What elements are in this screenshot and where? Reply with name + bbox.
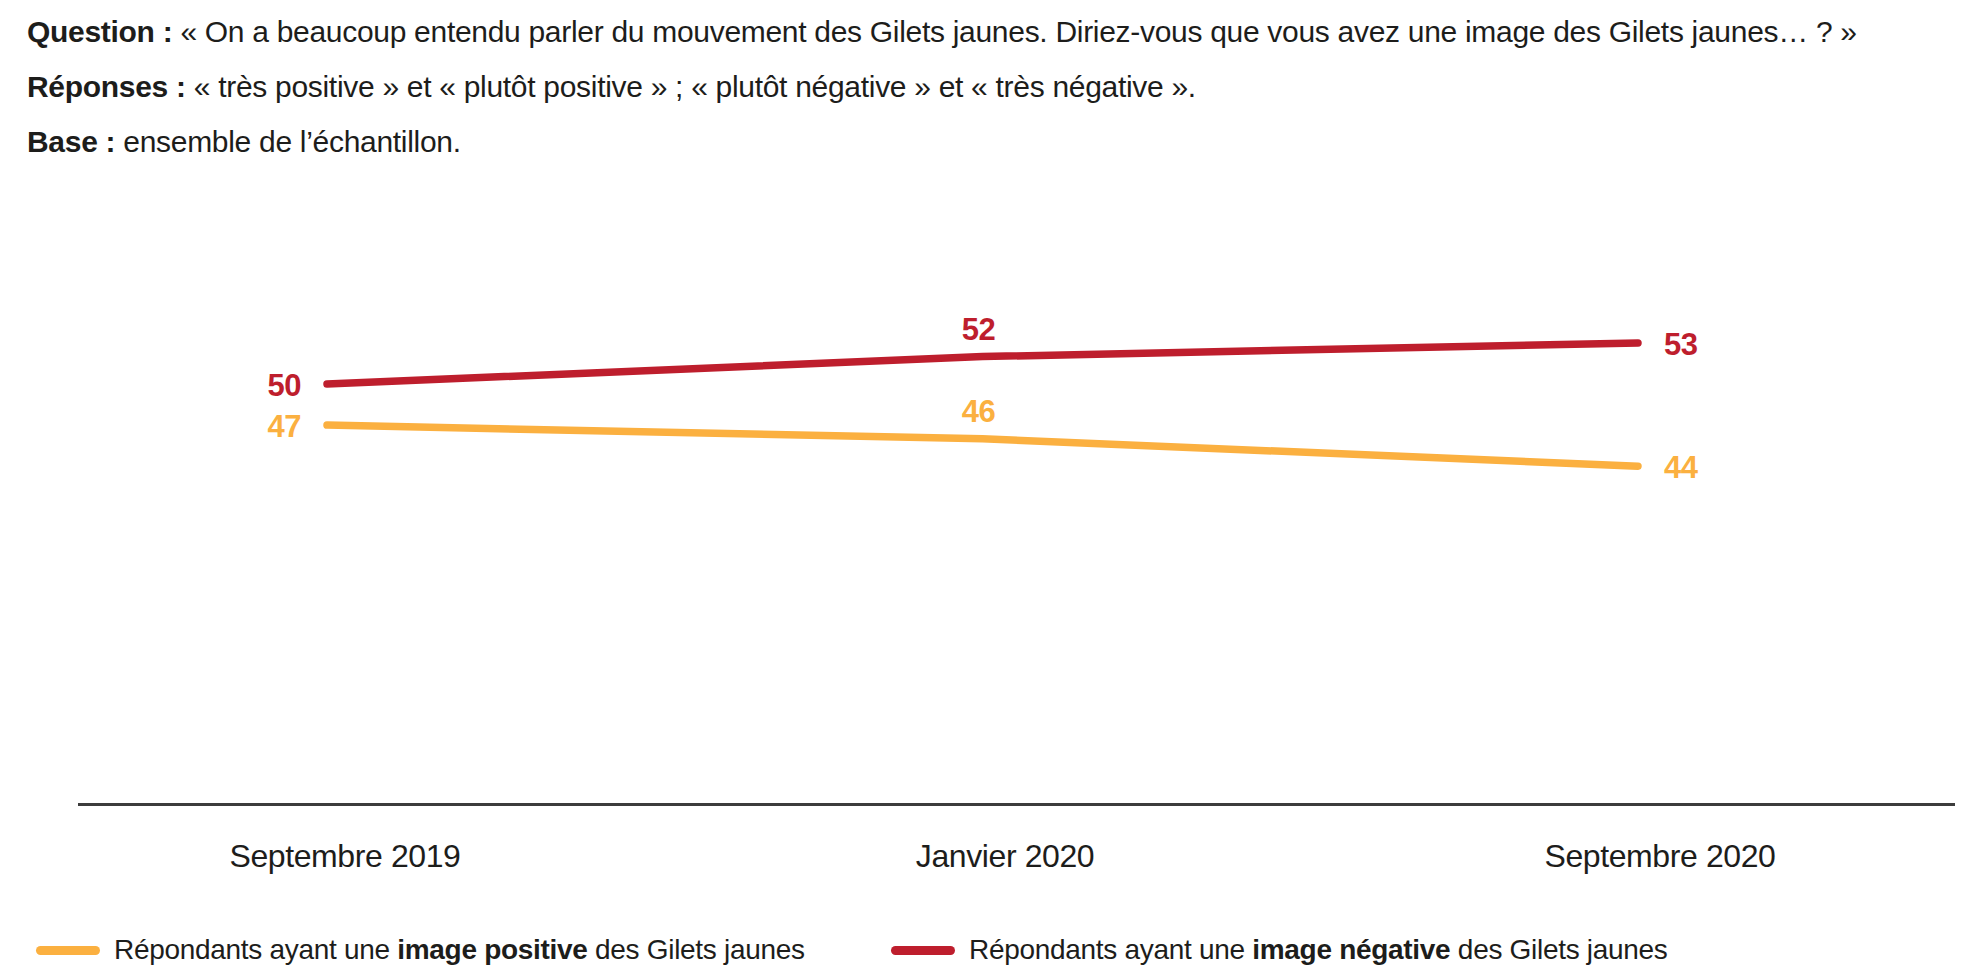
responses-text: « très positive » et « plutôt positive »… <box>194 70 1196 103</box>
legend-text-negative: Répondants ayant une image négative des … <box>969 934 1668 966</box>
series-line-negative <box>327 343 1638 384</box>
legend-text-suffix: des Gilets jaunes <box>588 934 805 965</box>
value-label: 53 <box>1664 327 1698 362</box>
survey-chart-page: Question : « On a beaucoup entendu parle… <box>0 0 1972 980</box>
base-paragraph: Base : ensemble de l’échantillon. <box>27 124 1877 160</box>
question-label: Question : <box>27 15 172 48</box>
value-label: 47 <box>268 409 301 444</box>
base-label: Base : <box>27 125 115 158</box>
value-label: 52 <box>962 312 995 347</box>
legend-text-prefix: Répondants ayant une <box>969 934 1252 965</box>
x-axis-line <box>78 803 1955 806</box>
responses-label: Réponses : <box>27 70 186 103</box>
question-text: « On a beaucoup entendu parler du mouvem… <box>180 15 1856 48</box>
legend-text-bold: image négative <box>1252 934 1450 965</box>
base-text: ensemble de l’échantillon. <box>123 125 460 158</box>
series-line-positive <box>327 425 1638 466</box>
chart-header: Question : « On a beaucoup entendu parle… <box>27 14 1877 179</box>
legend-item-negative: Répondants ayant une image négative des … <box>891 928 1668 972</box>
legend-text-prefix: Répondants ayant une <box>114 934 397 965</box>
legend-item-positive: Répondants ayant une image positive des … <box>36 928 805 972</box>
legend-swatch-negative <box>891 946 955 955</box>
legend-text-suffix: des Gilets jaunes <box>1450 934 1667 965</box>
legend-swatch-positive <box>36 946 100 955</box>
question-paragraph: Question : « On a beaucoup entendu parle… <box>27 14 1877 50</box>
value-label: 46 <box>962 394 996 429</box>
x-axis-label-septembre-2020: Septembre 2020 <box>1544 838 1775 875</box>
x-axis-label-janvier-2020: Janvier 2020 <box>916 838 1094 875</box>
legend-text-bold: image positive <box>397 934 587 965</box>
value-label: 44 <box>1664 450 1699 485</box>
legend-text-positive: Répondants ayant une image positive des … <box>114 934 805 966</box>
value-label: 50 <box>268 368 301 403</box>
responses-paragraph: Réponses : « très positive » et « plutôt… <box>27 69 1877 105</box>
x-axis-label-septembre-2019: Septembre 2019 <box>229 838 460 875</box>
